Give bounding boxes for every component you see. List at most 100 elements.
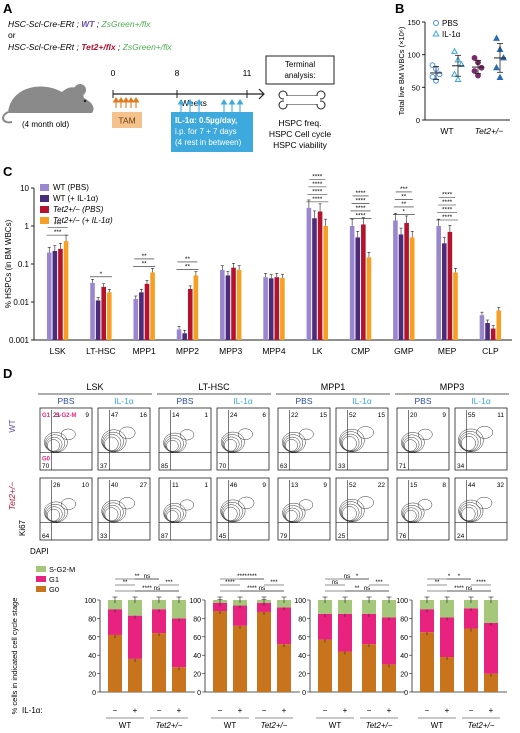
facs-g0-value: 79 — [280, 533, 288, 540]
facs-contour — [102, 431, 124, 452]
tam-label: TAM — [118, 116, 135, 126]
d-sig-label: ns — [344, 573, 351, 580]
c-bar — [366, 257, 372, 340]
il1-line-2: i.p. for 7 + 7 days — [175, 127, 237, 136]
d-sig-label: *** — [165, 579, 173, 586]
terminal-item-1: HSPC freq. — [279, 118, 322, 128]
d-ytick-label: 40 — [400, 653, 408, 660]
facs-contour — [119, 426, 136, 440]
facs-sg2m-value: 11 — [497, 412, 504, 419]
c-bar — [436, 226, 441, 340]
facs-contour — [237, 428, 253, 440]
facs-frame — [454, 407, 508, 471]
panel-b-chart: Total live BM WBCs (×10⁶) 0 50 100 150 WT T… — [397, 18, 510, 136]
c-cat-label: MPP4 — [262, 346, 285, 356]
d-legend-sg2m: S-G2-M — [49, 565, 75, 574]
facs-contour — [223, 506, 238, 521]
c-bar — [441, 243, 447, 340]
facs-g0-value: 25 — [338, 533, 346, 540]
facs-g0-value: 76 — [399, 533, 407, 540]
d-il1-sign: − — [425, 706, 430, 715]
c-bar — [236, 269, 242, 340]
d-bar-g0 — [108, 634, 122, 692]
facs-gate-g0: G0 — [42, 457, 51, 463]
facs-plot: 40 27 33 — [97, 477, 151, 541]
c-bar — [263, 277, 268, 340]
d-row-tet2: Tet2+/− — [7, 482, 17, 511]
d-ytick-label: 20 — [400, 672, 408, 679]
d-sig-label: **** — [142, 585, 152, 592]
mouse-icon — [2, 84, 94, 124]
c-bar — [231, 267, 236, 340]
panel-c-chart: % HSPCs (in BM WBCs) 0.001 0.01 0.1 1 10 LSK… — [4, 173, 512, 356]
d-bar-g1 — [318, 613, 332, 640]
d-treatment-label: IL-1α — [471, 396, 491, 406]
facs-contour — [476, 496, 493, 510]
d-bar-g1 — [128, 615, 142, 659]
d-il1-sign: − — [262, 706, 267, 715]
d-treatment-label: PBS — [295, 396, 312, 406]
facs-g1-value: 52 — [349, 412, 357, 419]
panel-letter-a: A — [3, 1, 13, 16]
c-ytick-label: 10 — [20, 184, 29, 193]
facs-contour — [342, 436, 357, 451]
c-sig-label: *** — [54, 229, 62, 236]
c-bar — [150, 272, 155, 340]
genotype-2-sep2: ; — [116, 42, 123, 52]
c-bar — [398, 234, 404, 340]
d-sig-label: *** — [270, 579, 278, 586]
c-bar — [274, 277, 280, 340]
d-ytick-label: 100 — [294, 598, 306, 605]
c-bar — [52, 250, 58, 340]
d-il1-sign: + — [445, 706, 450, 715]
d-ytick-label: 60 — [298, 635, 306, 642]
d-bar-g0 — [420, 632, 434, 692]
d-legend-sg2m-swatch — [36, 566, 46, 572]
c-bar — [107, 292, 112, 340]
panel-a-schematic: HSC-Scl-Cre-ERt ; WT ; ZsGreen+/flx or H… — [2, 19, 335, 152]
c-bar — [479, 315, 485, 340]
facs-g0-value: 70 — [219, 463, 227, 470]
d-ytick-label: 0 — [404, 690, 408, 697]
c-bar — [58, 248, 63, 340]
facs-sg2m-value: 16 — [140, 412, 148, 419]
facs-gate-sg2m: S-G2-M — [56, 413, 77, 419]
genotype-1-sep2: ; — [94, 19, 101, 29]
c-cat-label: CLP — [482, 346, 499, 356]
facs-g0-value: 37 — [100, 463, 108, 470]
genotype-2-zs: ZsGreen+/flx — [122, 42, 173, 52]
facs-contour — [458, 428, 484, 452]
facs-g1-value: 44 — [468, 482, 476, 489]
facs-sg2m-value: 1 — [204, 412, 208, 419]
facs-contour — [222, 436, 240, 452]
facs-contour — [402, 434, 422, 453]
d-sig-label: **** — [237, 573, 247, 580]
c-sig-label: *** — [400, 186, 408, 193]
genotype-2-tet2: Tet2+/flx — [81, 42, 117, 52]
c-bar — [90, 282, 95, 340]
facs-frame — [158, 407, 212, 471]
facs-contour — [165, 507, 182, 523]
c-cat-label: GMP — [394, 346, 414, 356]
d-sig-label: ns — [466, 585, 473, 592]
terminal-item-2: HSPC Cell cycle — [269, 129, 332, 139]
b-point — [471, 55, 478, 61]
timeline-tick-8: 8 — [175, 68, 180, 78]
c-sig-label: * — [100, 271, 103, 278]
facs-frame — [216, 407, 270, 471]
d-il1-sign: + — [238, 706, 243, 715]
facs-g1-value: 40 — [111, 482, 119, 489]
facs-sg2m-value: 15 — [320, 412, 328, 419]
facs-contour — [339, 498, 365, 523]
facs-contour — [44, 503, 66, 523]
genotype-2-cre: HSC-Scl-Cre-ERt — [8, 42, 75, 52]
c-legend-swatch — [40, 184, 49, 191]
c-sig-label: *** — [54, 222, 62, 229]
d-sig-label: *** — [375, 579, 383, 586]
d-ytick-label: 0 — [92, 690, 96, 697]
timeline-tick-0: 0 — [111, 68, 116, 78]
c-legend-swatch — [40, 195, 49, 202]
c-cat-label: LK — [312, 346, 323, 356]
